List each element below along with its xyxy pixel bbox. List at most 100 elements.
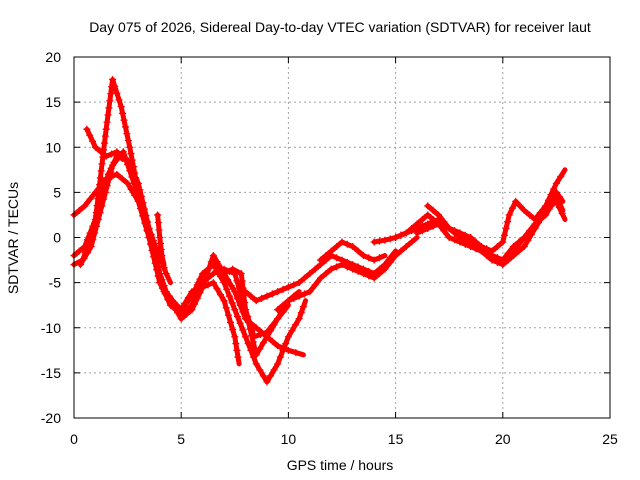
data-point <box>327 247 335 255</box>
data-point <box>284 283 292 291</box>
y-tick-label: 20 <box>45 49 61 65</box>
data-point <box>504 218 512 226</box>
data-point <box>236 301 244 309</box>
data-point <box>126 143 134 151</box>
data-point <box>154 211 162 219</box>
data-point <box>217 291 225 299</box>
data-point <box>101 188 109 196</box>
data-point <box>155 226 163 234</box>
data-point <box>113 89 121 97</box>
data-point <box>343 240 351 248</box>
data-point <box>196 289 204 297</box>
data-point <box>158 252 166 260</box>
data-point <box>376 237 384 245</box>
data-point <box>91 229 99 237</box>
data-point <box>386 235 394 243</box>
data-point <box>424 224 432 232</box>
data-point <box>132 182 140 190</box>
data-point <box>397 247 405 255</box>
data-point <box>288 327 296 335</box>
series-track-7 <box>209 261 306 358</box>
data-point <box>119 109 127 117</box>
data-point <box>381 236 389 244</box>
data-point <box>461 231 469 239</box>
data-point <box>89 236 97 244</box>
data-point <box>299 303 307 311</box>
data-point <box>209 252 217 260</box>
data-point <box>520 206 528 214</box>
data-point <box>338 261 346 269</box>
data-point <box>204 265 212 273</box>
data-point <box>279 285 287 293</box>
data-point <box>224 276 232 284</box>
data-point <box>231 270 239 278</box>
data-point <box>274 315 282 323</box>
data-point <box>102 125 110 133</box>
data-point <box>429 206 437 214</box>
data-point <box>268 290 276 298</box>
data-point <box>500 231 508 239</box>
data-point <box>130 176 138 184</box>
data-point <box>151 243 159 251</box>
data-point <box>107 90 115 98</box>
data-point <box>236 319 244 327</box>
data-point <box>120 116 128 124</box>
data-point <box>333 263 341 271</box>
data-point <box>239 326 247 334</box>
data-point <box>98 160 106 168</box>
data-point <box>256 345 264 353</box>
data-point <box>75 206 83 214</box>
data-point <box>322 270 330 278</box>
data-point <box>429 222 437 230</box>
data-point <box>555 203 563 211</box>
data-point <box>284 297 292 305</box>
data-point <box>499 238 507 246</box>
data-point <box>524 237 532 245</box>
data-point <box>242 315 250 323</box>
data-point <box>183 299 191 307</box>
data-point <box>274 360 282 368</box>
data-point <box>333 254 341 262</box>
data-point <box>156 234 164 241</box>
data-point <box>177 315 185 323</box>
data-point <box>209 270 217 278</box>
data-point <box>213 285 221 293</box>
data-point <box>516 202 524 210</box>
data-point <box>317 274 325 282</box>
data-point <box>556 193 564 201</box>
data-point <box>124 136 132 144</box>
data-point <box>117 103 125 111</box>
data-point <box>552 188 560 196</box>
data-point <box>531 224 539 232</box>
data-point <box>268 337 276 345</box>
data-point <box>160 288 168 296</box>
data-point <box>233 312 241 320</box>
data-point <box>149 237 157 245</box>
data-point <box>237 270 245 278</box>
data-point <box>246 325 254 333</box>
data-point <box>204 281 212 289</box>
data-point <box>97 148 105 156</box>
data-point <box>397 231 405 239</box>
data-point <box>134 188 142 196</box>
data-point <box>139 203 147 211</box>
data-point <box>274 288 282 296</box>
data-point <box>86 131 94 139</box>
data-point <box>434 220 442 228</box>
data-point <box>199 283 207 291</box>
data-point <box>91 143 99 151</box>
data-point <box>274 306 282 314</box>
data-point <box>81 202 89 210</box>
data-point <box>392 234 400 241</box>
data-point <box>153 259 161 267</box>
data-point <box>126 163 134 171</box>
data-point <box>535 218 543 226</box>
data-point <box>322 252 330 260</box>
data-point <box>124 157 132 165</box>
data-point <box>408 227 416 235</box>
data-point <box>343 263 351 271</box>
y-axis-label: SDTVAR / TECUs <box>5 182 21 294</box>
data-point <box>295 292 303 300</box>
data-point <box>121 123 129 131</box>
data-point <box>220 297 228 305</box>
